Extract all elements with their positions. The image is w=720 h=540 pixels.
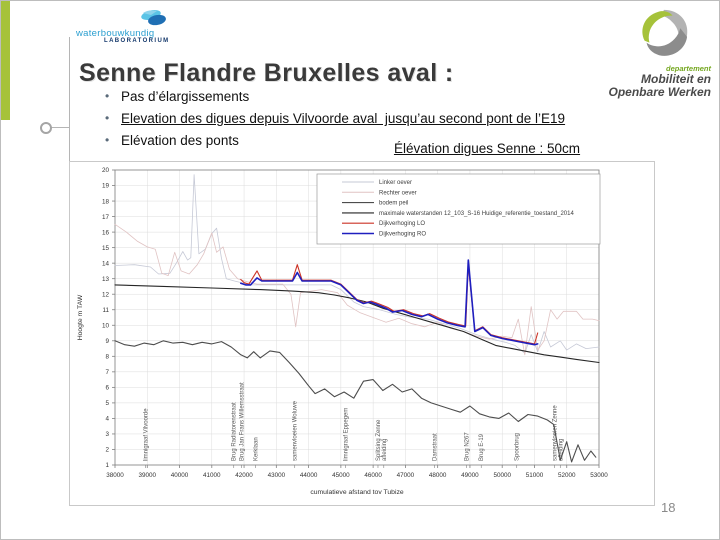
- svg-text:afleiding: afleiding: [558, 439, 564, 461]
- svg-text:Spoorbrug: Spoorbrug: [515, 433, 521, 461]
- svg-text:Hoogte m TAW: Hoogte m TAW: [77, 294, 84, 340]
- svg-text:4: 4: [105, 416, 109, 423]
- svg-text:20: 20: [102, 167, 110, 174]
- mow-swirl-icon: [642, 9, 688, 56]
- svg-text:bodem peil: bodem peil: [379, 201, 408, 207]
- svg-text:19: 19: [102, 183, 110, 190]
- svg-text:1: 1: [105, 462, 109, 469]
- svg-text:42000: 42000: [235, 472, 253, 479]
- mow-name-line2: Openbare Werken: [608, 85, 711, 99]
- svg-text:52000: 52000: [558, 472, 576, 479]
- bullet-item: Elevation des digues depuis Vilvoorde av…: [105, 111, 565, 126]
- svg-text:Rechter oever: Rechter oever: [379, 190, 417, 196]
- svg-text:7: 7: [105, 369, 109, 376]
- decor-horizontal-line: [49, 127, 69, 128]
- chart-caption: Élévation digues Senne : 50cm: [393, 141, 581, 156]
- svg-text:Kerklaan: Kerklaan: [253, 437, 259, 461]
- slide-title: Senne Flandre Bruxelles aval :: [79, 59, 454, 87]
- svg-text:Brug E-19: Brug E-19: [479, 433, 485, 461]
- mow-logo: departement Mobiliteit en Openbare Werke…: [571, 7, 711, 99]
- svg-text:6: 6: [105, 385, 109, 392]
- svg-text:9: 9: [105, 338, 109, 345]
- svg-text:3: 3: [105, 431, 109, 438]
- svg-text:41000: 41000: [203, 472, 221, 479]
- svg-text:Brug N267: Brug N267: [465, 432, 471, 461]
- waterbouwkundig-bird-icon: [131, 7, 171, 36]
- svg-text:Dijkverhoging LO: Dijkverhoging LO: [379, 221, 425, 227]
- svg-text:17: 17: [102, 214, 110, 221]
- mow-name-line1: Mobiliteit en: [641, 72, 711, 86]
- laboratorium-wordmark: LABORATORIUM: [104, 38, 170, 44]
- page-number: 18: [661, 500, 676, 515]
- svg-text:16: 16: [102, 229, 110, 236]
- decor-vertical-line: [69, 37, 70, 161]
- svg-text:15: 15: [102, 245, 110, 252]
- svg-text:39000: 39000: [139, 472, 157, 479]
- svg-text:limnigraaf Eppegem: limnigraaf Eppegem: [344, 408, 350, 461]
- svg-text:10: 10: [102, 322, 110, 329]
- svg-text:40000: 40000: [171, 472, 189, 479]
- svg-text:18: 18: [102, 198, 110, 205]
- svg-text:47000: 47000: [397, 472, 415, 479]
- mow-departement-label: departement: [665, 64, 711, 73]
- svg-text:43000: 43000: [268, 472, 286, 479]
- bullet-item: Elévation des ponts: [105, 133, 565, 148]
- svg-text:Damstraat: Damstraat: [432, 433, 438, 461]
- svg-text:38000: 38000: [106, 472, 124, 479]
- svg-text:51000: 51000: [526, 472, 544, 479]
- svg-text:12: 12: [102, 291, 110, 298]
- svg-text:50000: 50000: [493, 472, 511, 479]
- svg-text:48000: 48000: [429, 472, 447, 479]
- svg-text:Splitsing Zenne: Splitsing Zenne: [376, 419, 382, 461]
- svg-text:maximale waterstanden 12_103_S: maximale waterstanden 12_103_S-16 Huidig…: [379, 211, 574, 217]
- svg-text:13: 13: [102, 276, 110, 283]
- svg-text:46000: 46000: [364, 472, 382, 479]
- svg-text:49000: 49000: [461, 472, 479, 479]
- waterbouwkundig-logo: waterbouwkundig LABORATORIUM: [76, 10, 176, 51]
- svg-text:Brug Radiatorenstraat: Brug Radiatorenstraat: [232, 402, 238, 461]
- svg-text:cumulatieve afstand tov Tubize: cumulatieve afstand tov Tubize: [310, 489, 404, 496]
- chart-container: 38000 39000 40000 41000 42000 43000 44000 45000…: [69, 161, 655, 506]
- svg-text:53000: 53000: [590, 472, 608, 479]
- svg-text:11: 11: [102, 307, 109, 314]
- svg-text:45000: 45000: [332, 472, 350, 479]
- waterbouwkundig-wordmark: waterbouwkundig: [76, 28, 155, 39]
- bullet-item: Pas d’élargissements: [105, 89, 565, 104]
- svg-text:2: 2: [105, 447, 109, 454]
- svg-text:44000: 44000: [300, 472, 318, 479]
- svg-text:Dijkverhoging RO: Dijkverhoging RO: [379, 232, 426, 238]
- bullet-list: Pas d’élargissements Elevation des digue…: [105, 89, 565, 155]
- elevation-chart: 38000 39000 40000 41000 42000 43000 44000 45000…: [70, 162, 654, 505]
- svg-text:8: 8: [105, 354, 109, 361]
- svg-text:Linker oever: Linker oever: [379, 180, 412, 186]
- svg-text:Brug Jan Frans Willemsstraat: Brug Jan Frans Willemsstraat: [239, 382, 245, 461]
- svg-text:5: 5: [105, 400, 109, 407]
- svg-text:14: 14: [102, 260, 110, 267]
- accent-green-bar: [1, 1, 10, 120]
- svg-text:limnigraaf Vilvoorde: limnigraaf Vilvoorde: [144, 408, 150, 461]
- decor-dot: [40, 122, 52, 134]
- svg-text:afleiding: afleiding: [382, 439, 388, 461]
- svg-text:samenvloeien Woluwe: samenvloeien Woluwe: [293, 400, 299, 461]
